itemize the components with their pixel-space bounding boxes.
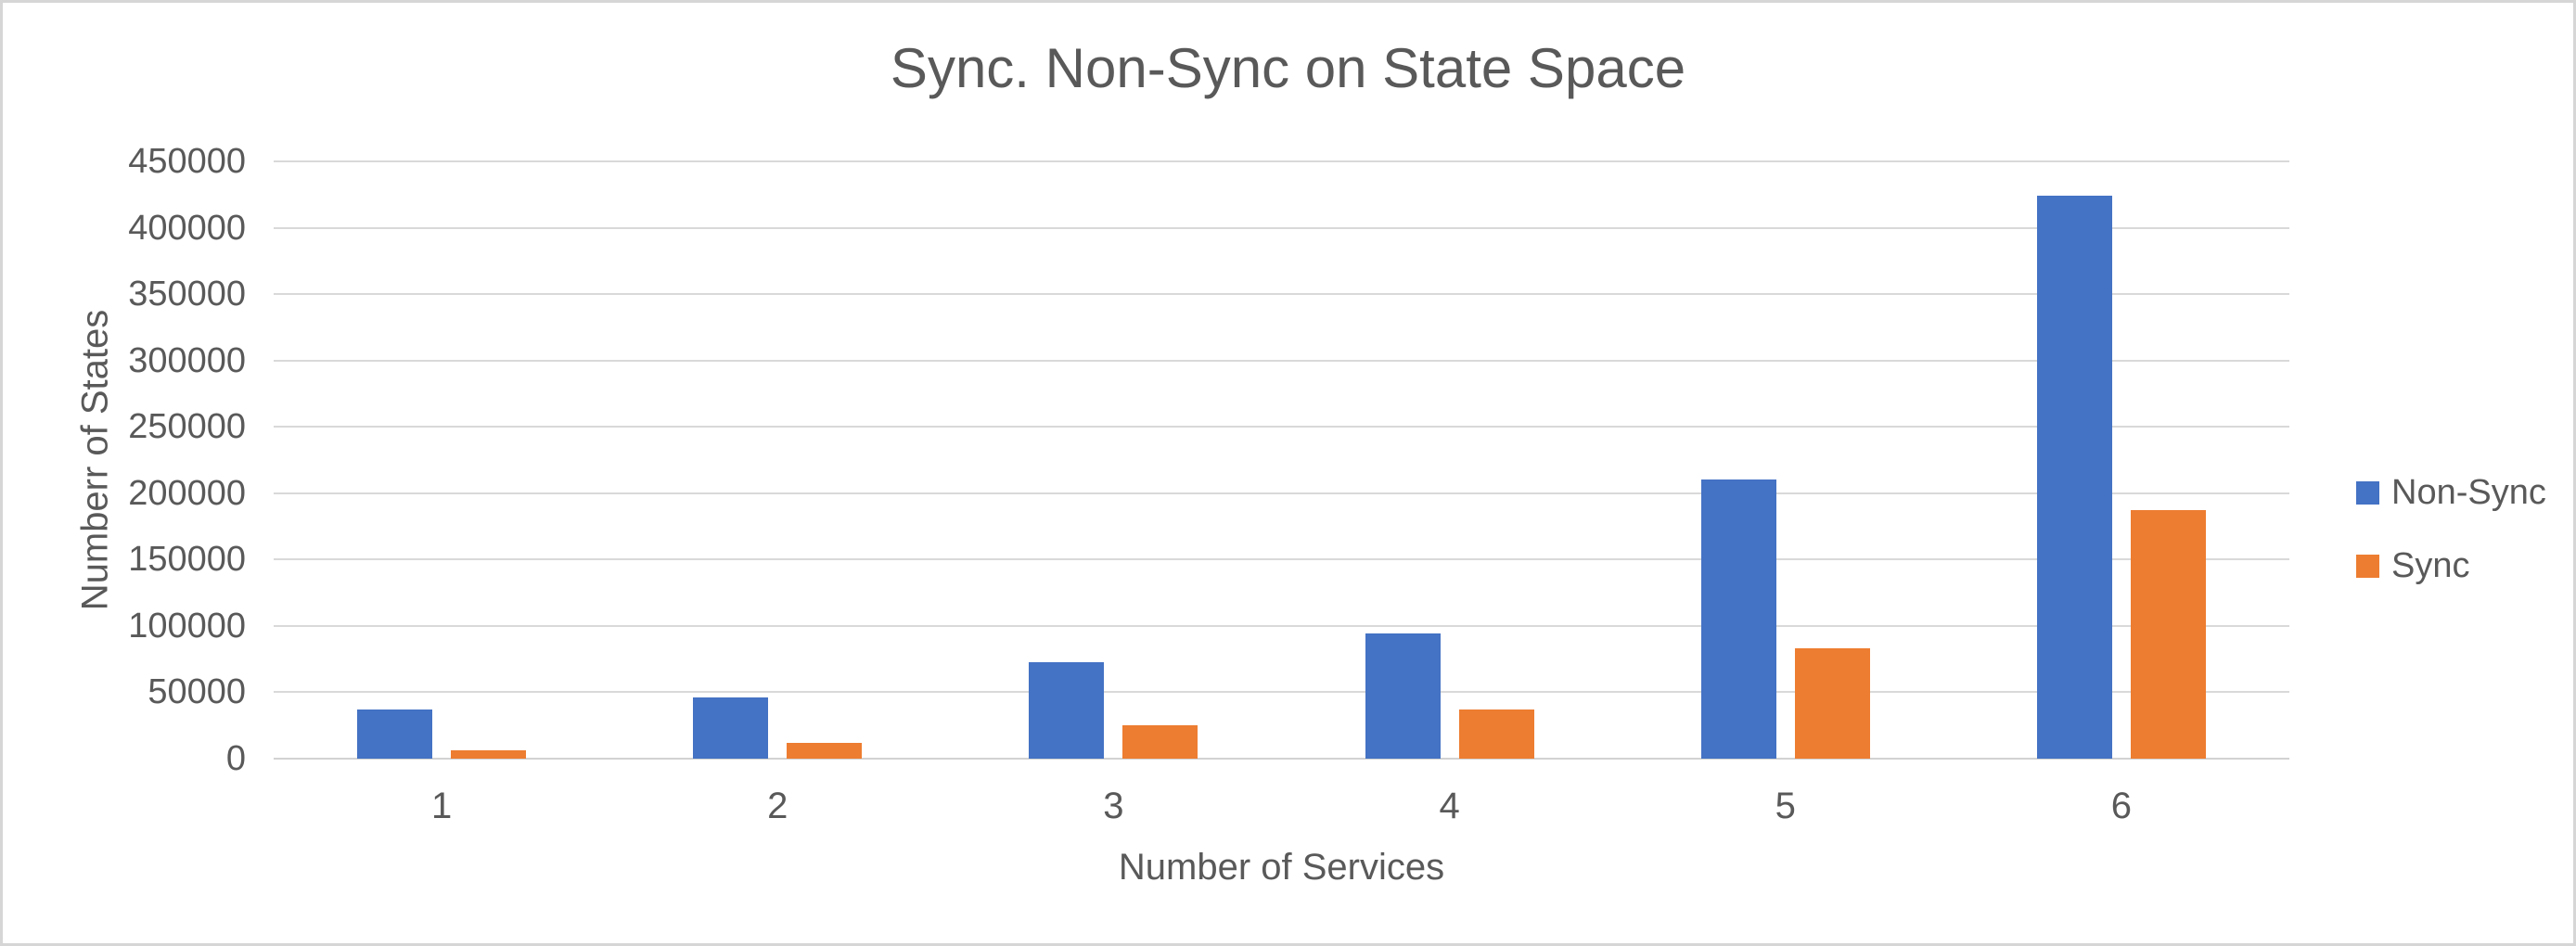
y-axis-tick-label: 100000 bbox=[128, 606, 246, 646]
y-axis-tick-label: 200000 bbox=[128, 473, 246, 513]
bar-non-sync-4 bbox=[1365, 633, 1441, 759]
gridline bbox=[274, 426, 2289, 428]
gridline bbox=[274, 492, 2289, 494]
legend-swatch-sync bbox=[2356, 554, 2379, 578]
legend-label-non-sync: Non-Sync bbox=[2391, 472, 2546, 512]
chart-title: Sync. Non-Sync on State Space bbox=[890, 37, 1686, 99]
bar-non-sync-1 bbox=[357, 710, 433, 759]
gridline bbox=[274, 558, 2289, 561]
y-axis-tick-label: 50000 bbox=[147, 672, 246, 712]
gridline bbox=[274, 226, 2289, 229]
bar-sync-5 bbox=[1794, 648, 1870, 759]
y-axis-tick-label: 450000 bbox=[128, 142, 246, 181]
bar-non-sync-6 bbox=[2036, 196, 2112, 759]
y-axis-tick-label: 150000 bbox=[128, 540, 246, 580]
y-axis-tick-label: 300000 bbox=[128, 340, 246, 380]
gridline bbox=[274, 691, 2289, 694]
y-axis-tick-label: 0 bbox=[225, 739, 246, 778]
bar-non-sync-3 bbox=[1029, 661, 1105, 759]
bar-sync-6 bbox=[2130, 510, 2206, 759]
gridline bbox=[274, 293, 2289, 296]
x-axis-title: Number of Services bbox=[1118, 847, 1445, 888]
legend-item-non-sync: Non-Sync bbox=[2356, 468, 2546, 517]
x-axis-tick-label: 5 bbox=[1775, 786, 1796, 826]
legend-item-sync: Sync bbox=[2356, 542, 2546, 590]
y-axis-tick-label: 350000 bbox=[128, 275, 246, 314]
y-axis-tick-label: 250000 bbox=[128, 407, 246, 447]
bar-sync-4 bbox=[1458, 710, 1534, 759]
bar-sync-3 bbox=[1122, 725, 1198, 759]
bar-sync-1 bbox=[451, 749, 527, 759]
gridline bbox=[274, 624, 2289, 627]
legend: Non-Sync Sync bbox=[2356, 468, 2546, 590]
x-axis-tick-label: 4 bbox=[1439, 786, 1460, 826]
legend-label-sync: Sync bbox=[2391, 545, 2470, 585]
bar-non-sync-5 bbox=[1700, 479, 1776, 759]
legend-swatch-non-sync bbox=[2356, 480, 2379, 505]
bar-sync-2 bbox=[787, 742, 863, 759]
gridline bbox=[274, 359, 2289, 362]
gridline bbox=[274, 160, 2289, 162]
bar-non-sync-2 bbox=[693, 697, 769, 759]
x-axis-tick-label: 1 bbox=[430, 786, 453, 826]
x-axis-tick-label: 2 bbox=[767, 786, 788, 826]
x-axis-tick-label: 3 bbox=[1103, 786, 1124, 826]
y-axis-tick-label: 400000 bbox=[128, 208, 246, 248]
gridline bbox=[274, 758, 2289, 760]
x-axis-tick-label: 6 bbox=[2110, 786, 2133, 826]
